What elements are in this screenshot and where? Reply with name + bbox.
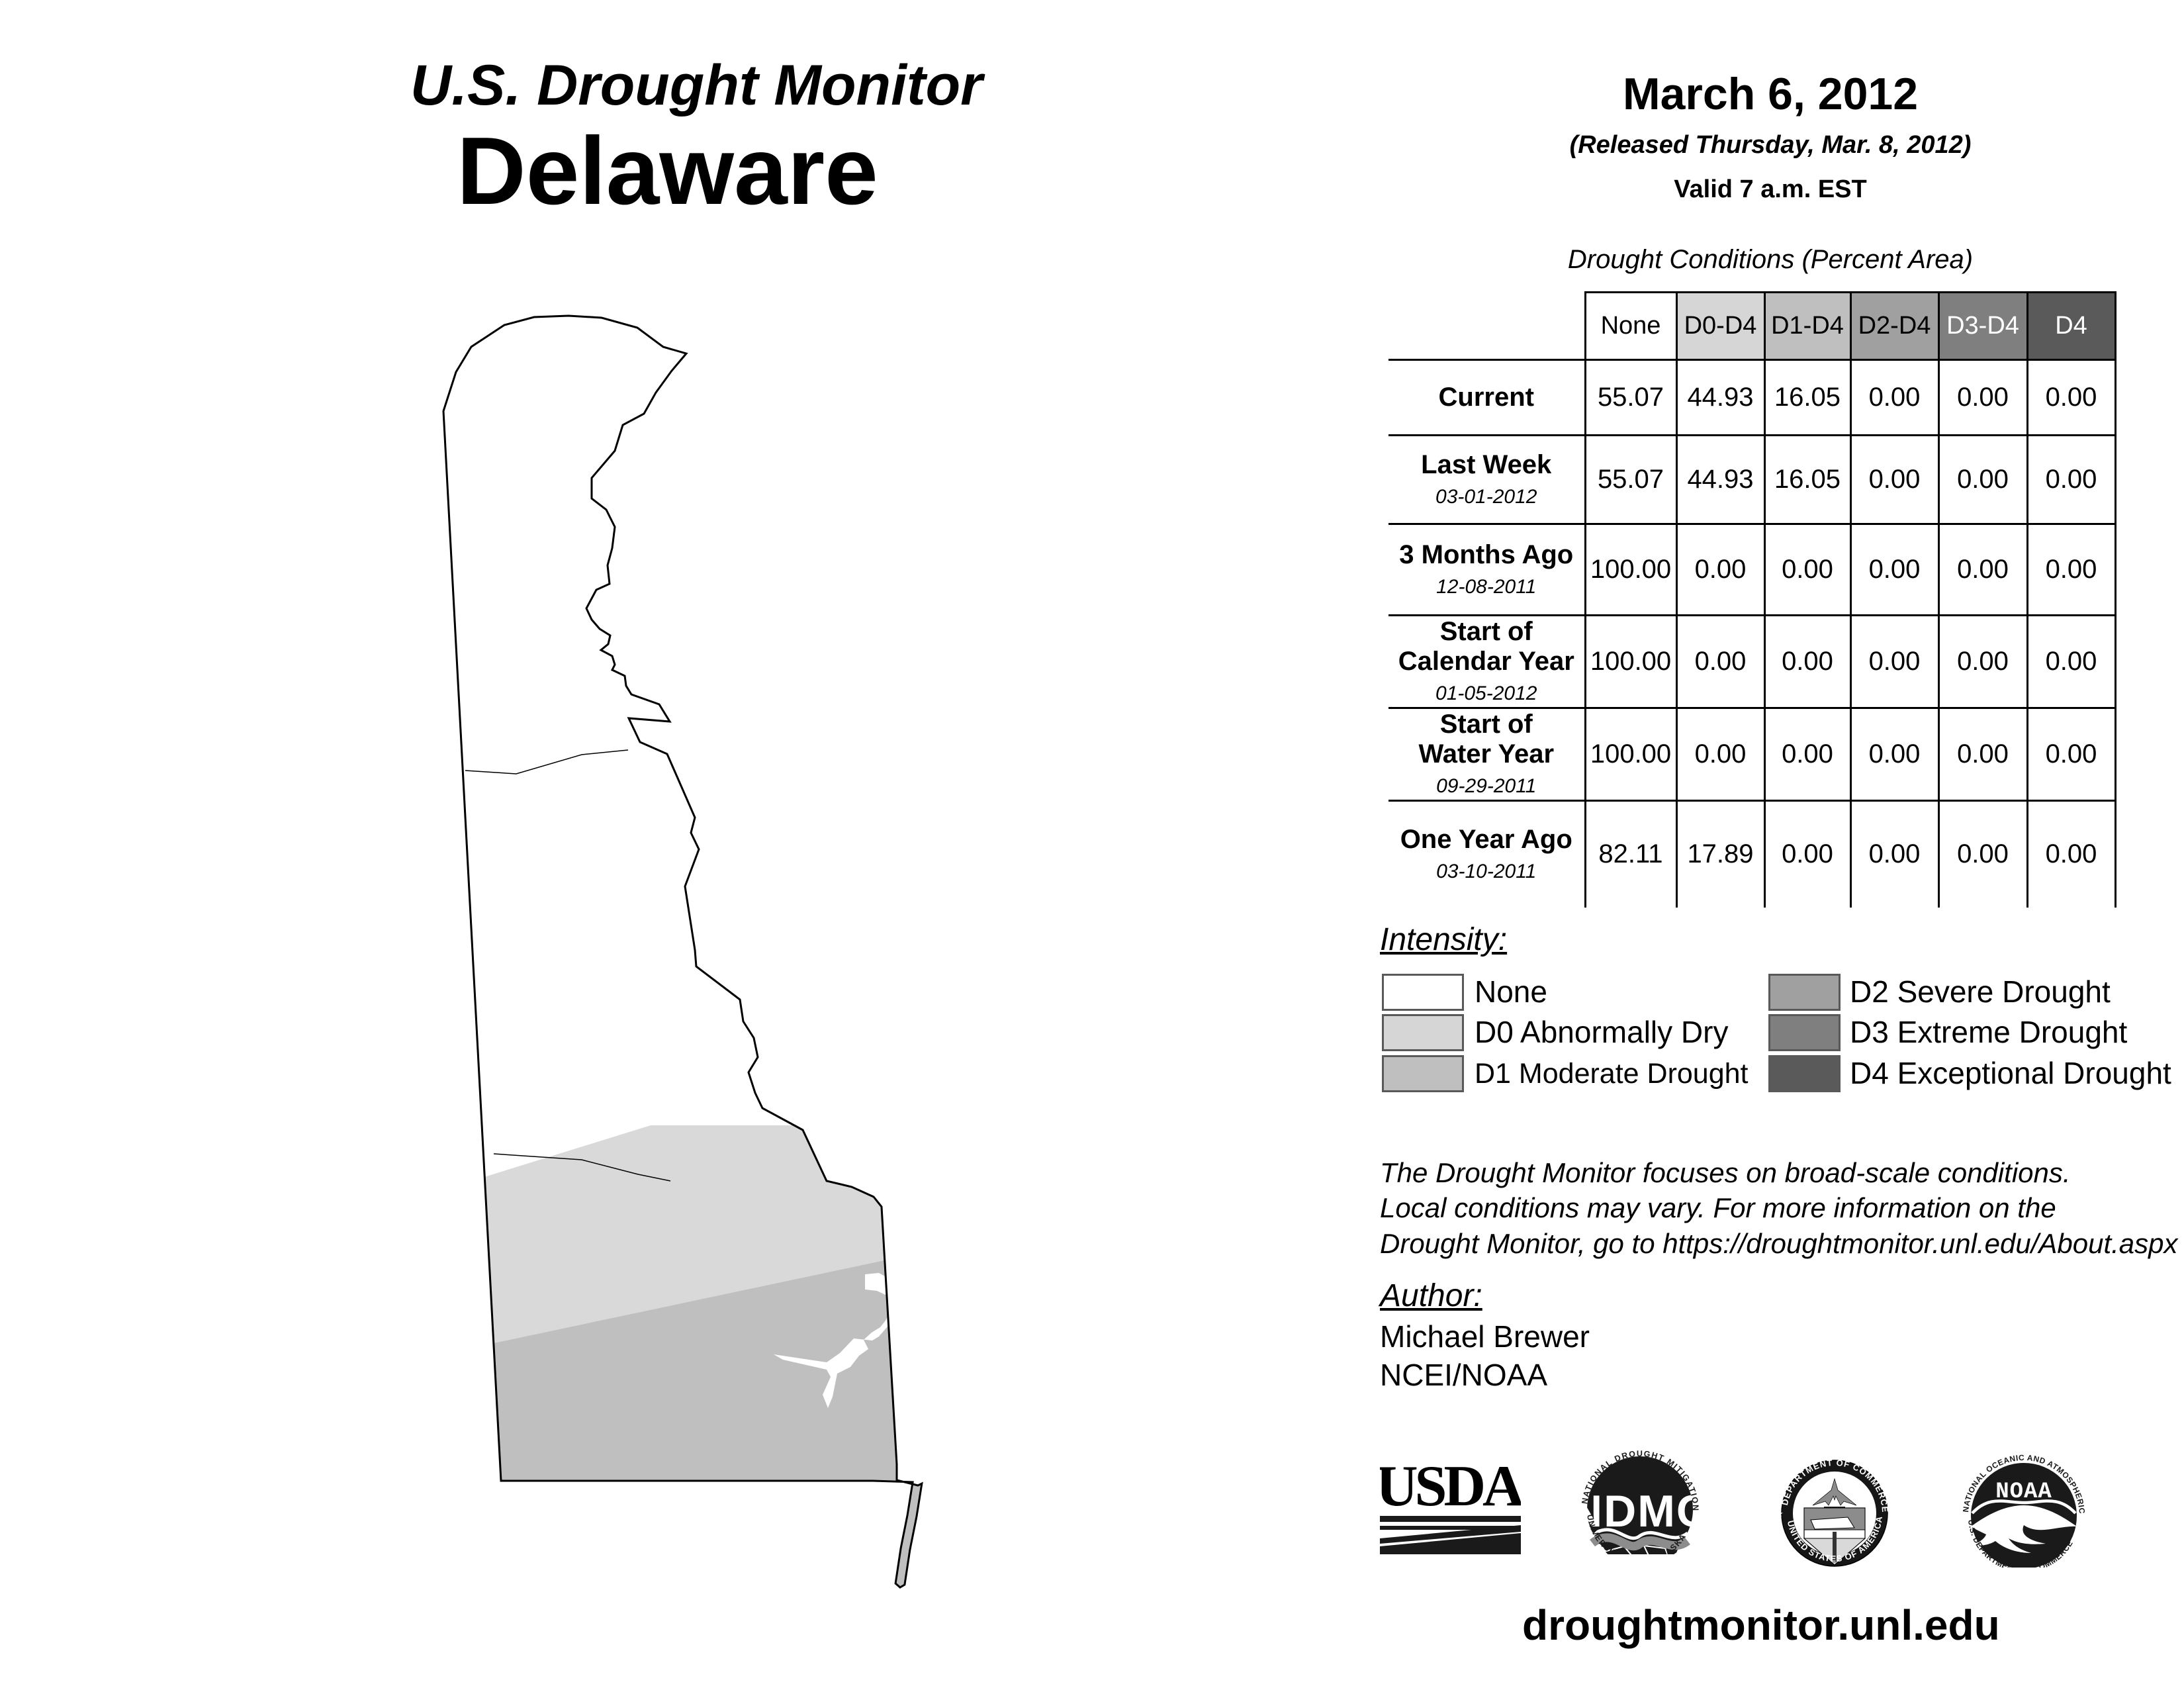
svg-text:★: ★	[1776, 1509, 1784, 1519]
svg-text:NOAA: NOAA	[1995, 1479, 2052, 1505]
svg-text:USDA: USDA	[1380, 1454, 1521, 1519]
